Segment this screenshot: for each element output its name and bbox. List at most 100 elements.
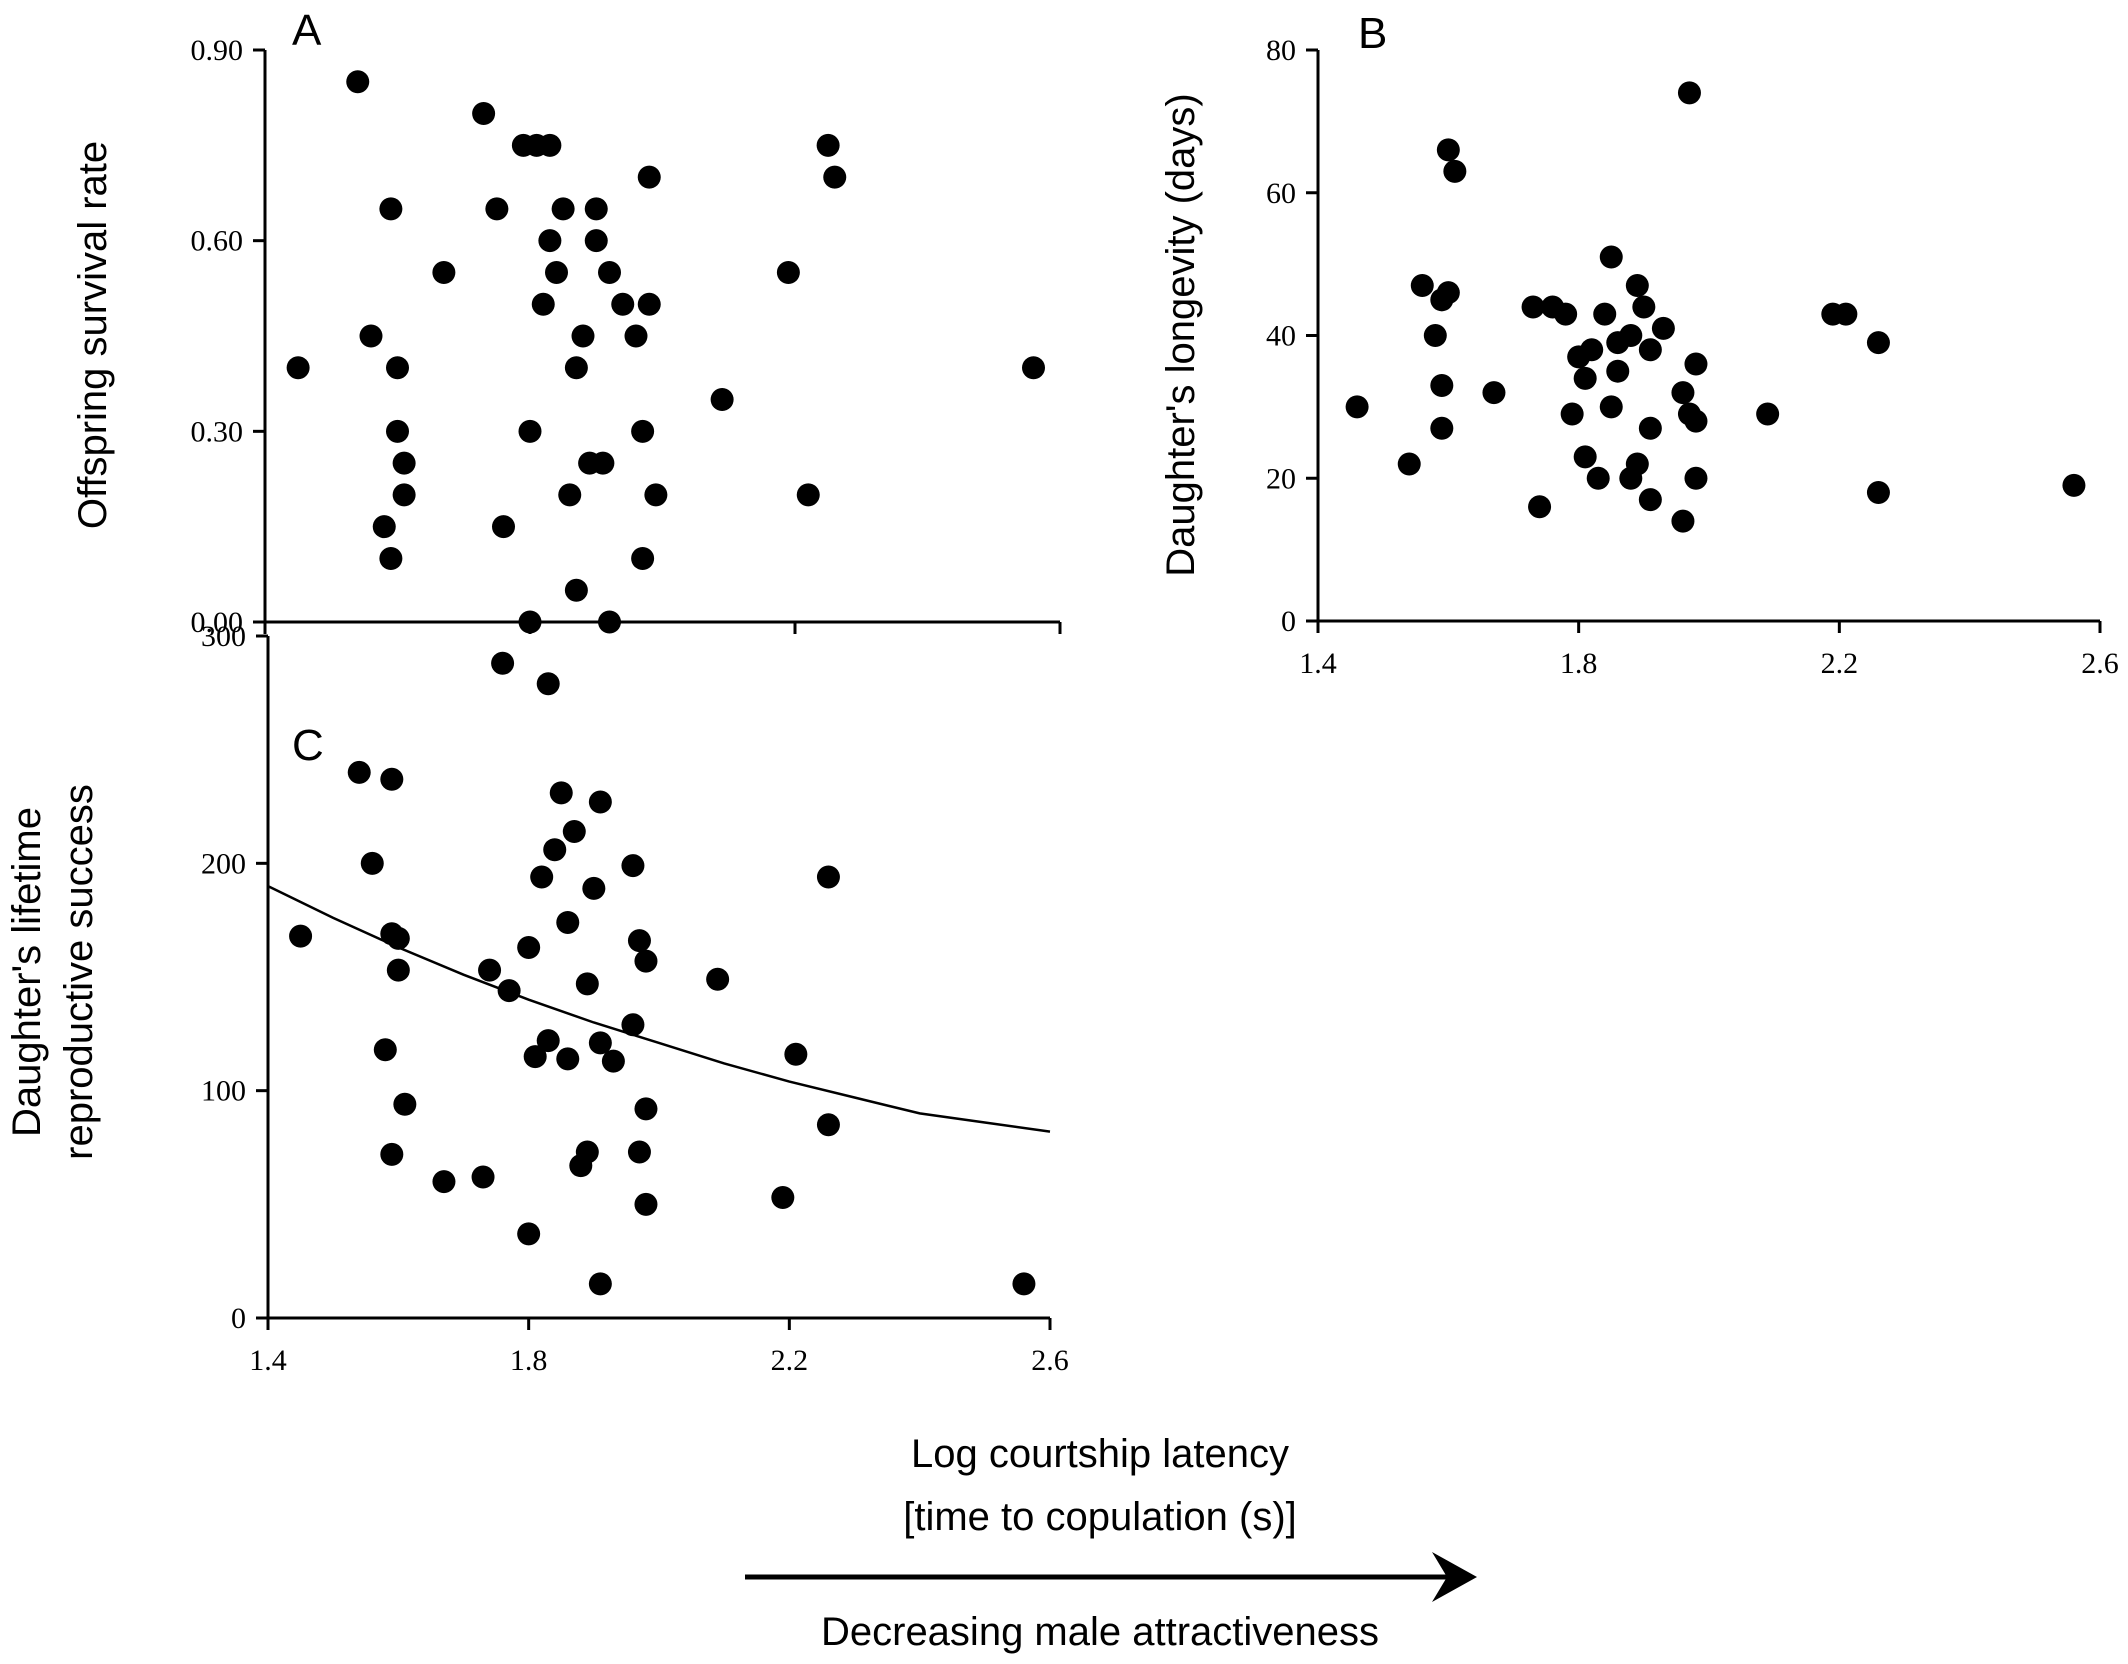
panel-c: 0 100 200 300 1.4 1.8 2.2 2.6 C Daughter's life… — [5, 620, 1069, 1377]
data-point — [1684, 466, 1708, 490]
data-point — [359, 324, 383, 348]
data-point — [634, 1192, 658, 1216]
panel-b-x-tick-label: 2.6 — [2081, 647, 2119, 680]
data-point — [517, 935, 541, 959]
panel-a-y-tick-label: 0.00 — [191, 606, 244, 639]
panel-b-axes: 0 20 40 60 80 1.4 1.8 2.2 2.6 — [1266, 34, 2119, 680]
data-point — [575, 1140, 599, 1164]
data-point — [386, 926, 410, 950]
data-point — [1651, 316, 1675, 340]
panel-b-y-tick-label: 40 — [1266, 320, 1296, 353]
data-point — [588, 790, 612, 814]
panel-a-y-tick-label: 0.30 — [191, 415, 244, 448]
shared-xlabel-line1: Log courtship latency — [911, 1432, 1289, 1476]
data-point — [556, 910, 580, 934]
data-point — [393, 1092, 417, 1116]
data-point — [631, 419, 655, 443]
data-point — [771, 1186, 795, 1210]
data-point — [588, 1272, 612, 1296]
data-point — [1866, 481, 1890, 505]
data-point — [386, 356, 409, 380]
data-point — [1599, 245, 1623, 269]
data-point — [1677, 81, 1701, 105]
data-point — [1430, 373, 1454, 397]
data-point — [575, 972, 599, 996]
data-point — [621, 854, 645, 878]
data-point — [1410, 274, 1434, 298]
data-point — [582, 876, 606, 900]
data-point — [591, 451, 615, 475]
panel-c-points — [289, 651, 1036, 1296]
shared-xlabel-line2: [time to copulation (s)] — [903, 1495, 1297, 1539]
panel-a: 0.00 0.30 0.60 0.90 A Offspring survival ra… — [71, 6, 1062, 639]
data-point — [624, 324, 648, 348]
data-point — [523, 1045, 547, 1069]
data-point — [1022, 356, 1045, 380]
data-point — [634, 949, 658, 973]
data-point — [1430, 416, 1454, 440]
data-point — [1593, 302, 1617, 326]
data-point — [2062, 473, 2086, 497]
arrow-label: Decreasing male attractiveness — [821, 1610, 1379, 1654]
data-point — [1834, 302, 1858, 326]
data-point — [1625, 274, 1649, 298]
data-point — [1866, 331, 1890, 355]
panel-c-y-tick-label: 100 — [201, 1075, 246, 1108]
data-point — [634, 1097, 658, 1121]
data-point — [392, 451, 416, 475]
data-point — [386, 419, 409, 443]
data-point — [432, 1170, 456, 1194]
data-point — [584, 197, 608, 221]
data-point — [1684, 409, 1708, 433]
data-point — [347, 760, 371, 784]
data-point — [538, 229, 562, 253]
data-point — [372, 515, 396, 539]
data-point — [1619, 324, 1643, 347]
data-point — [379, 197, 403, 221]
data-point — [556, 1047, 580, 1071]
data-point — [380, 767, 404, 791]
data-point — [1625, 452, 1649, 476]
data-point — [816, 865, 840, 889]
data-point — [518, 419, 542, 443]
data-point — [571, 324, 595, 348]
data-point — [1638, 416, 1662, 440]
data-point — [1606, 359, 1630, 383]
data-point — [1580, 338, 1604, 362]
data-point — [432, 260, 456, 284]
data-point — [796, 483, 820, 507]
data-point — [517, 1222, 541, 1246]
panel-c-ylabel-line2: reproductive success — [57, 784, 101, 1160]
panel-c-x-tick-label: 2.6 — [1031, 1344, 1069, 1377]
panel-c-x-tick-label: 1.8 — [510, 1344, 548, 1377]
data-point — [536, 672, 560, 696]
data-point — [551, 197, 575, 221]
panel-a-y-tick-label: 0.60 — [191, 225, 244, 258]
data-point — [627, 1140, 651, 1164]
data-point — [1756, 402, 1780, 426]
data-point — [706, 967, 730, 991]
data-point — [1684, 352, 1708, 376]
data-point — [472, 102, 496, 126]
data-point — [637, 165, 661, 189]
panel-a-points — [286, 70, 1045, 634]
data-point — [471, 1165, 495, 1189]
data-point — [637, 292, 661, 316]
data-point — [598, 260, 621, 284]
panel-b-y-tick-label: 60 — [1266, 177, 1296, 210]
data-point — [531, 292, 555, 316]
data-point — [627, 929, 651, 953]
panel-b-x-tick-label: 1.4 — [1299, 647, 1337, 680]
data-point — [1397, 452, 1421, 476]
data-point — [392, 483, 416, 507]
data-point — [346, 70, 370, 94]
panel-a-ylabel: Offspring survival rate — [71, 141, 115, 529]
data-point — [1638, 338, 1662, 362]
data-point — [549, 781, 573, 805]
panel-c-x-tick-label: 2.2 — [771, 1344, 809, 1377]
data-point — [491, 651, 515, 675]
data-point — [1599, 395, 1623, 419]
data-point — [1671, 509, 1695, 533]
data-point — [562, 820, 586, 844]
